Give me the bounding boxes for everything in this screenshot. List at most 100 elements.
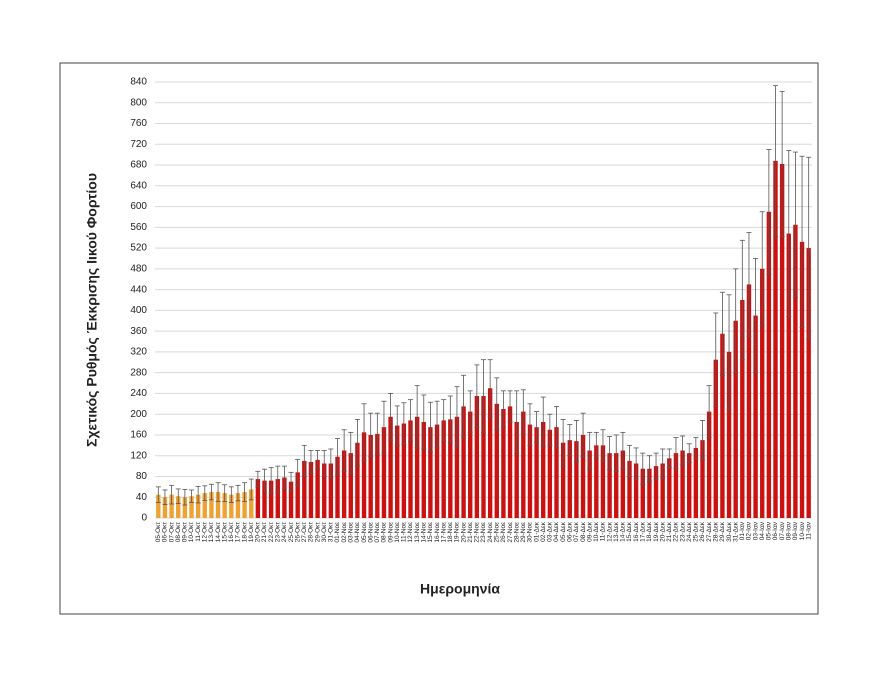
bar <box>667 458 672 518</box>
x-tick-label: 11-Νοε <box>401 522 408 542</box>
x-tick-label: 23-Νοε <box>480 522 487 543</box>
bar <box>627 460 632 518</box>
bar <box>388 416 393 518</box>
bar <box>680 450 685 518</box>
y-tick-label: 520 <box>130 243 147 254</box>
bar <box>534 427 539 518</box>
y-tick-label: 120 <box>130 450 147 461</box>
x-tick-label: 29-Νοε <box>520 522 527 543</box>
x-tick-label: 23-Δεκ <box>679 521 686 542</box>
bar <box>693 447 699 518</box>
x-tick-label: 12-Δεκ <box>606 521 613 542</box>
x-tick-label: 30-Δεκ <box>726 521 733 542</box>
bar <box>308 461 314 518</box>
bar <box>275 479 280 518</box>
x-tick-label: 11-Οκτ <box>195 522 202 542</box>
x-tick-label: 24-Νοε <box>487 522 494 543</box>
x-tick-label: 16-Δεκ <box>633 521 640 542</box>
x-tick-label: 04-Νοε <box>354 522 361 543</box>
x-tick-label: 14-Οκτ <box>215 522 222 543</box>
x-tick-label: 26-Οκτ <box>294 522 301 543</box>
bar <box>773 160 778 518</box>
bar <box>381 427 387 518</box>
bar <box>401 423 407 518</box>
x-tick-label: 30-Οκτ <box>321 522 328 543</box>
bar <box>434 424 440 518</box>
x-tick-label: 17-Οκτ <box>235 522 242 543</box>
y-tick-label: 240 <box>130 388 147 399</box>
x-tick-label: 01-Δεκ <box>533 521 540 542</box>
x-tick-label: 06-Οκτ <box>162 522 169 543</box>
y-tick-label: 320 <box>130 347 147 358</box>
bar <box>189 496 194 518</box>
x-tick-label: 05-Δεκ <box>560 521 567 542</box>
bar <box>361 432 367 518</box>
bar <box>441 420 446 518</box>
bar <box>461 406 466 518</box>
bar <box>395 425 400 518</box>
y-tick-label: 160 <box>130 430 147 441</box>
x-tick-label: 06-Ιαν <box>772 522 779 540</box>
x-tick-label: 03-Ιαν <box>752 522 759 540</box>
x-tick-label: 27-Νοε <box>507 522 514 543</box>
x-tick-label: 14-Νοε <box>420 522 427 543</box>
bar <box>733 320 738 518</box>
y-tick-label: 80 <box>136 471 148 482</box>
bar <box>328 463 334 518</box>
y-tick-label: 0 <box>141 513 147 524</box>
bar <box>614 453 619 518</box>
x-tick-label: 25-Δεκ <box>693 521 700 542</box>
bar <box>507 406 513 518</box>
bar <box>288 481 294 518</box>
bar <box>640 468 645 518</box>
x-tick-label: 07-Οκτ <box>168 522 175 543</box>
bar <box>368 434 373 518</box>
x-tick-label: 05-Νοε <box>361 522 368 543</box>
bar <box>514 421 519 518</box>
bar <box>242 492 247 518</box>
y-tick-label: 280 <box>130 367 147 378</box>
bar <box>448 419 453 518</box>
x-tick-label: 15-Οκτ <box>221 522 228 543</box>
chart-frame <box>59 62 819 615</box>
y-tick-label: 560 <box>130 222 147 233</box>
y-tick-label: 800 <box>130 97 147 108</box>
x-tick-label: 10-Δεκ <box>593 521 600 542</box>
x-tick-label: 31-Δεκ <box>732 521 739 542</box>
bar <box>580 434 586 518</box>
bar <box>209 492 214 518</box>
x-tick-label: 21-Δεκ <box>666 521 673 542</box>
bar <box>428 427 433 518</box>
bar <box>700 440 705 518</box>
bar <box>295 472 300 518</box>
x-tick-label: 28-Νοε <box>513 522 520 543</box>
x-tick-label: 04-Ιαν <box>759 522 766 540</box>
y-tick-label: 400 <box>130 305 147 316</box>
x-tick-label: 29-Δεκ <box>719 521 726 542</box>
bar <box>560 442 566 518</box>
x-tick-label: 06-Δεκ <box>566 521 573 542</box>
x-tick-label: 18-Δεκ <box>646 521 653 542</box>
y-tick-label: 640 <box>130 180 147 191</box>
bar <box>335 456 340 518</box>
bar <box>355 442 360 518</box>
bar <box>720 333 725 518</box>
bar <box>169 494 174 518</box>
x-tick-label: 03-Δεκ <box>547 521 554 542</box>
bar <box>195 494 201 518</box>
x-tick-label: 20-Οκτ <box>255 522 262 543</box>
x-tick-label: 25-Νοε <box>493 522 500 543</box>
bar <box>547 429 553 518</box>
x-tick-label: 17-Δεκ <box>639 521 646 542</box>
x-tick-label: 10-Ιαν <box>799 522 806 540</box>
bar <box>494 403 499 518</box>
x-tick-label: 19-Νοε <box>454 522 461 543</box>
x-tick-label: 23-Οκτ <box>274 522 281 543</box>
bar <box>162 497 168 518</box>
bar <box>706 411 712 518</box>
bar <box>806 248 811 518</box>
bar <box>521 411 526 518</box>
bar <box>315 459 320 518</box>
bar <box>541 421 546 518</box>
